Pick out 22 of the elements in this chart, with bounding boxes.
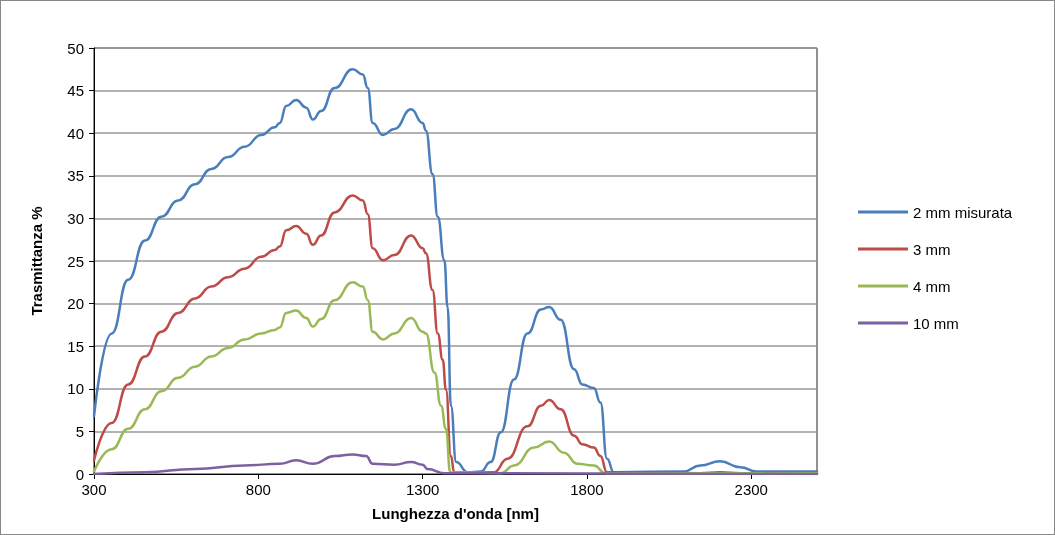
y-tick-label: 10 (67, 380, 84, 398)
x-tick-label: 1300 (405, 481, 440, 498)
legend-label: 2 mm misurata (913, 203, 1013, 221)
legend-label: 3 mm (913, 240, 951, 258)
legend-label: 4 mm (913, 277, 951, 295)
y-tick-label: 50 (67, 39, 84, 57)
y-tick-label: 15 (67, 337, 84, 355)
x-tick-label: 2300 (734, 481, 768, 498)
y-tick-label: 40 (67, 124, 84, 142)
y-tick-label: 5 (75, 422, 84, 440)
y-tick-label: 30 (67, 209, 84, 227)
x-tick-label: 1800 (570, 481, 604, 498)
y-tick-label: 20 (67, 295, 84, 313)
x-axis-title: Lunghezza d'onda [nm] (372, 505, 539, 522)
y-axis-title: Trasmittanza % (28, 206, 45, 316)
y-tick-label: 35 (67, 167, 84, 185)
x-tick-label: 300 (81, 481, 107, 498)
y-tick-label: 0 (75, 465, 84, 483)
x-tick-label: 800 (245, 481, 271, 498)
y-tick-label: 25 (67, 252, 84, 270)
y-tick-label: 45 (67, 82, 84, 100)
legend-label: 10 mm (913, 314, 959, 332)
